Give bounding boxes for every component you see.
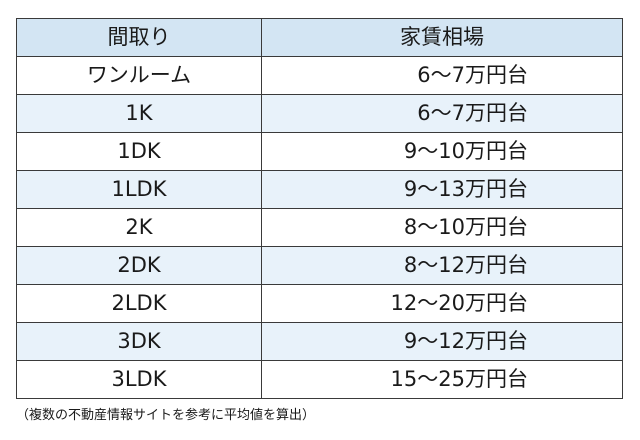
rent-cell: 8～12万円台 [261,246,623,285]
rent-cell: 6～7万円台 [261,94,623,133]
header-row: 間取り 家賃相場 [16,18,623,57]
rent-cell: 9～12万円台 [261,322,623,361]
rent-cell: 9～10万円台 [261,132,623,171]
column-header-rent: 家賃相場 [261,18,623,57]
layout-cell: 1DK [16,132,262,171]
table-row: 2LDK 12～20万円台 [16,284,623,323]
column-header-layout: 間取り [16,18,262,57]
layout-cell: 1K [16,94,262,133]
table-row: 3LDK 15～25万円台 [16,360,623,399]
table-row: 2K 8～10万円台 [16,208,623,247]
table-body: ワンルーム 6～7万円台 1K 6～7万円台 1DK 9～10万円台 1LDK … [16,56,623,399]
layout-cell: 1LDK [16,170,262,209]
rent-cell: 8～10万円台 [261,208,623,247]
layout-cell: 2K [16,208,262,247]
layout-cell: 3DK [16,322,262,361]
table-header: 間取り 家賃相場 [16,18,623,57]
rent-cell: 12～20万円台 [261,284,623,323]
rent-cell: 15～25万円台 [261,360,623,399]
table-row: 1DK 9～10万円台 [16,132,623,171]
layout-cell: 3LDK [16,360,262,399]
table-row: 1LDK 9～13万円台 [16,170,623,209]
rent-cell: 6～7万円台 [261,56,623,95]
table-row: 1K 6～7万円台 [16,94,623,133]
layout-cell: 2LDK [16,284,262,323]
layout-cell: 2DK [16,246,262,285]
footnote: （複数の不動産情報サイトを参考に平均値を算出） [16,408,316,423]
layout-cell: ワンルーム [16,56,262,95]
rent-table: 間取り 家賃相場 ワンルーム 6～7万円台 1K 6～7万円台 1DK 9～10… [16,18,623,399]
rent-cell: 9～13万円台 [261,170,623,209]
table-row: 2DK 8～12万円台 [16,246,623,285]
table-row: ワンルーム 6～7万円台 [16,56,623,95]
table-row: 3DK 9～12万円台 [16,322,623,361]
